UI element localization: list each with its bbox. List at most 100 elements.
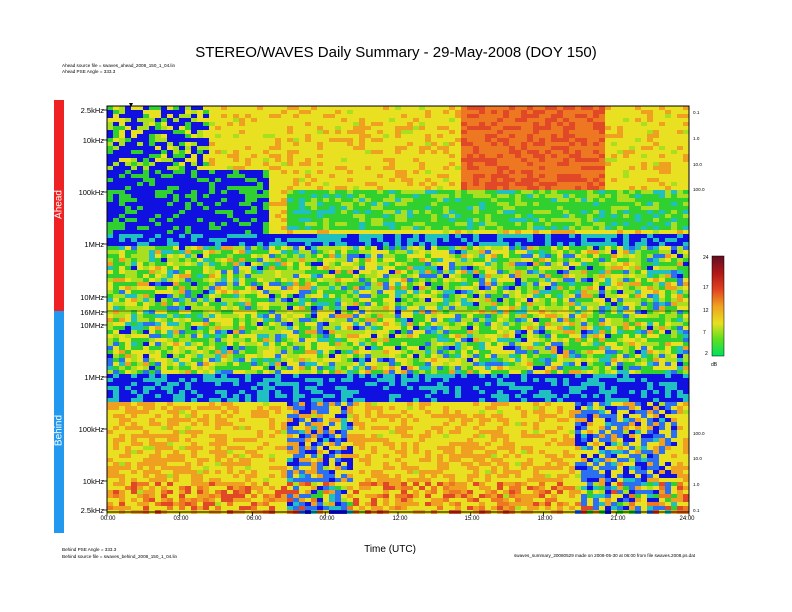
heatmap-cell xyxy=(161,114,167,118)
heatmap-cell xyxy=(323,258,329,262)
heatmap-cell xyxy=(383,246,389,250)
heatmap-cell xyxy=(569,178,575,182)
heatmap-cell xyxy=(311,222,317,226)
heatmap-cell xyxy=(455,306,461,310)
heatmap-cell xyxy=(413,122,419,126)
heatmap-cell xyxy=(515,182,521,186)
heatmap-cell xyxy=(443,134,449,138)
heatmap-cell xyxy=(683,114,689,118)
heatmap-cell xyxy=(557,150,563,154)
heatmap-cell xyxy=(479,258,485,262)
heatmap-cell xyxy=(347,118,353,122)
heatmap-cell xyxy=(137,226,143,230)
heatmap-cell xyxy=(341,118,347,122)
heatmap-cell xyxy=(371,182,377,186)
heatmap-cell xyxy=(467,218,473,222)
heatmap-cell xyxy=(197,106,203,110)
heatmap-cell xyxy=(395,126,401,130)
heatmap-cell xyxy=(395,146,401,150)
heatmap-cell xyxy=(137,182,143,186)
heatmap-cell xyxy=(617,226,623,230)
heatmap-cell xyxy=(527,254,533,258)
heatmap-cell xyxy=(155,130,161,134)
heatmap-cell xyxy=(407,254,413,258)
heatmap-cell xyxy=(587,158,593,162)
heatmap-cell xyxy=(257,166,263,170)
heatmap-cell xyxy=(383,306,389,310)
heatmap-cell xyxy=(329,206,335,210)
heatmap-cell xyxy=(611,258,617,262)
heatmap-cell xyxy=(521,126,527,130)
heatmap-cell xyxy=(383,154,389,158)
heatmap-cell xyxy=(365,198,371,202)
heatmap-cell xyxy=(383,222,389,226)
heatmap-cell xyxy=(245,146,251,150)
heatmap-cell xyxy=(143,146,149,150)
heatmap-cell xyxy=(683,294,689,298)
heatmap-cell xyxy=(119,262,125,266)
heatmap-cell xyxy=(167,250,173,254)
heatmap-cell xyxy=(629,238,635,242)
heatmap-cell xyxy=(407,218,413,222)
heatmap-cell xyxy=(473,238,479,242)
heatmap-cell xyxy=(233,182,239,186)
heatmap-cell xyxy=(239,158,245,162)
heatmap-cell xyxy=(335,238,341,242)
heatmap-cell xyxy=(275,274,281,278)
heatmap-cell xyxy=(119,242,125,246)
heatmap-cell xyxy=(515,126,521,130)
heatmap-cell xyxy=(671,154,677,158)
heatmap-cell xyxy=(491,150,497,154)
heatmap-cell xyxy=(617,170,623,174)
heatmap-cell xyxy=(671,122,677,126)
heatmap-cell xyxy=(527,150,533,154)
heatmap-cell xyxy=(419,150,425,154)
heatmap-cell xyxy=(341,210,347,214)
heatmap-cell xyxy=(533,190,539,194)
heatmap-cell xyxy=(407,150,413,154)
heatmap-cell xyxy=(353,178,359,182)
heatmap-cell xyxy=(281,206,287,210)
heatmap-cell xyxy=(485,250,491,254)
heatmap-cell xyxy=(347,270,353,274)
heatmap-cell xyxy=(491,178,497,182)
heatmap-cell xyxy=(179,294,185,298)
heatmap-cell xyxy=(125,182,131,186)
heatmap-cell xyxy=(239,302,245,306)
heatmap-cell xyxy=(131,298,137,302)
heatmap-cell xyxy=(173,222,179,226)
heatmap-cell xyxy=(113,158,119,162)
heatmap-cell xyxy=(149,170,155,174)
heatmap-cell xyxy=(377,286,383,290)
heatmap-cell xyxy=(329,302,335,306)
heatmap-cell xyxy=(551,242,557,246)
heatmap-cell xyxy=(161,242,167,246)
heatmap-cell xyxy=(305,290,311,294)
heatmap-cell xyxy=(173,246,179,250)
heatmap-cell xyxy=(425,242,431,246)
heatmap-cell xyxy=(203,254,209,258)
heatmap-cell xyxy=(623,182,629,186)
heatmap-cell xyxy=(581,222,587,226)
heatmap-cell xyxy=(587,274,593,278)
heatmap-cell xyxy=(383,122,389,126)
heatmap-cell xyxy=(341,190,347,194)
heatmap-cell xyxy=(461,186,467,190)
heatmap-cell xyxy=(149,166,155,170)
heatmap-cell xyxy=(299,234,305,238)
heatmap-cell xyxy=(347,122,353,126)
heatmap-cell xyxy=(107,230,113,234)
heatmap-cell xyxy=(137,174,143,178)
heatmap-cell xyxy=(137,250,143,254)
heatmap-cell xyxy=(107,298,113,302)
heatmap-cell xyxy=(221,126,227,130)
heatmap-cell xyxy=(557,250,563,254)
heatmap-cell xyxy=(509,122,515,126)
heatmap-cell xyxy=(389,214,395,218)
heatmap-cell xyxy=(233,150,239,154)
heatmap-cell xyxy=(257,218,263,222)
heatmap-cell xyxy=(683,198,689,202)
heatmap-cell xyxy=(203,286,209,290)
heatmap-cell xyxy=(443,126,449,130)
